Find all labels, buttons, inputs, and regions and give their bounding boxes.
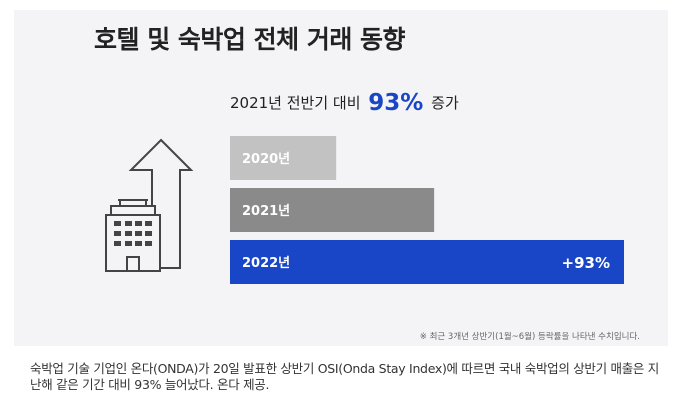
bar-value-label: +93% <box>562 254 610 272</box>
bar-1 <box>230 188 435 232</box>
footnote: ※ 최근 3개년 상반기(1월~6월) 등락률을 나타낸 수치입니다. <box>419 332 640 342</box>
subtitle-suffix: 증가 <box>431 94 459 112</box>
photo-caption: 숙박업 기술 기업인 온다(ONDA)가 20일 발표한 상반기 OSI(Ond… <box>30 361 659 392</box>
chart-area: 2020년 2021년 2022년 +93% <box>105 136 624 284</box>
bar-0 <box>230 136 337 180</box>
bar-category-label: 2020년 <box>242 152 290 167</box>
infographic-card: 호텔 및 숙박업 전체 거래 동향 2021년 전반기 대비 93% 증가 <box>14 10 668 346</box>
bar-category-label: 2022년 <box>242 256 290 271</box>
bar-2 <box>230 240 624 284</box>
bar-category-label: 2021년 <box>242 204 290 219</box>
subtitle: 2021년 전반기 대비 93% 증가 <box>230 88 459 116</box>
subtitle-prefix: 2021년 전반기 대비 <box>230 94 361 112</box>
bar-series: 2020년 2021년 2022년 +93% <box>230 136 624 284</box>
building-windows <box>114 221 152 246</box>
subtitle-percent: 93% <box>368 90 424 116</box>
page-title: 호텔 및 숙박업 전체 거래 동향 <box>94 25 406 54</box>
